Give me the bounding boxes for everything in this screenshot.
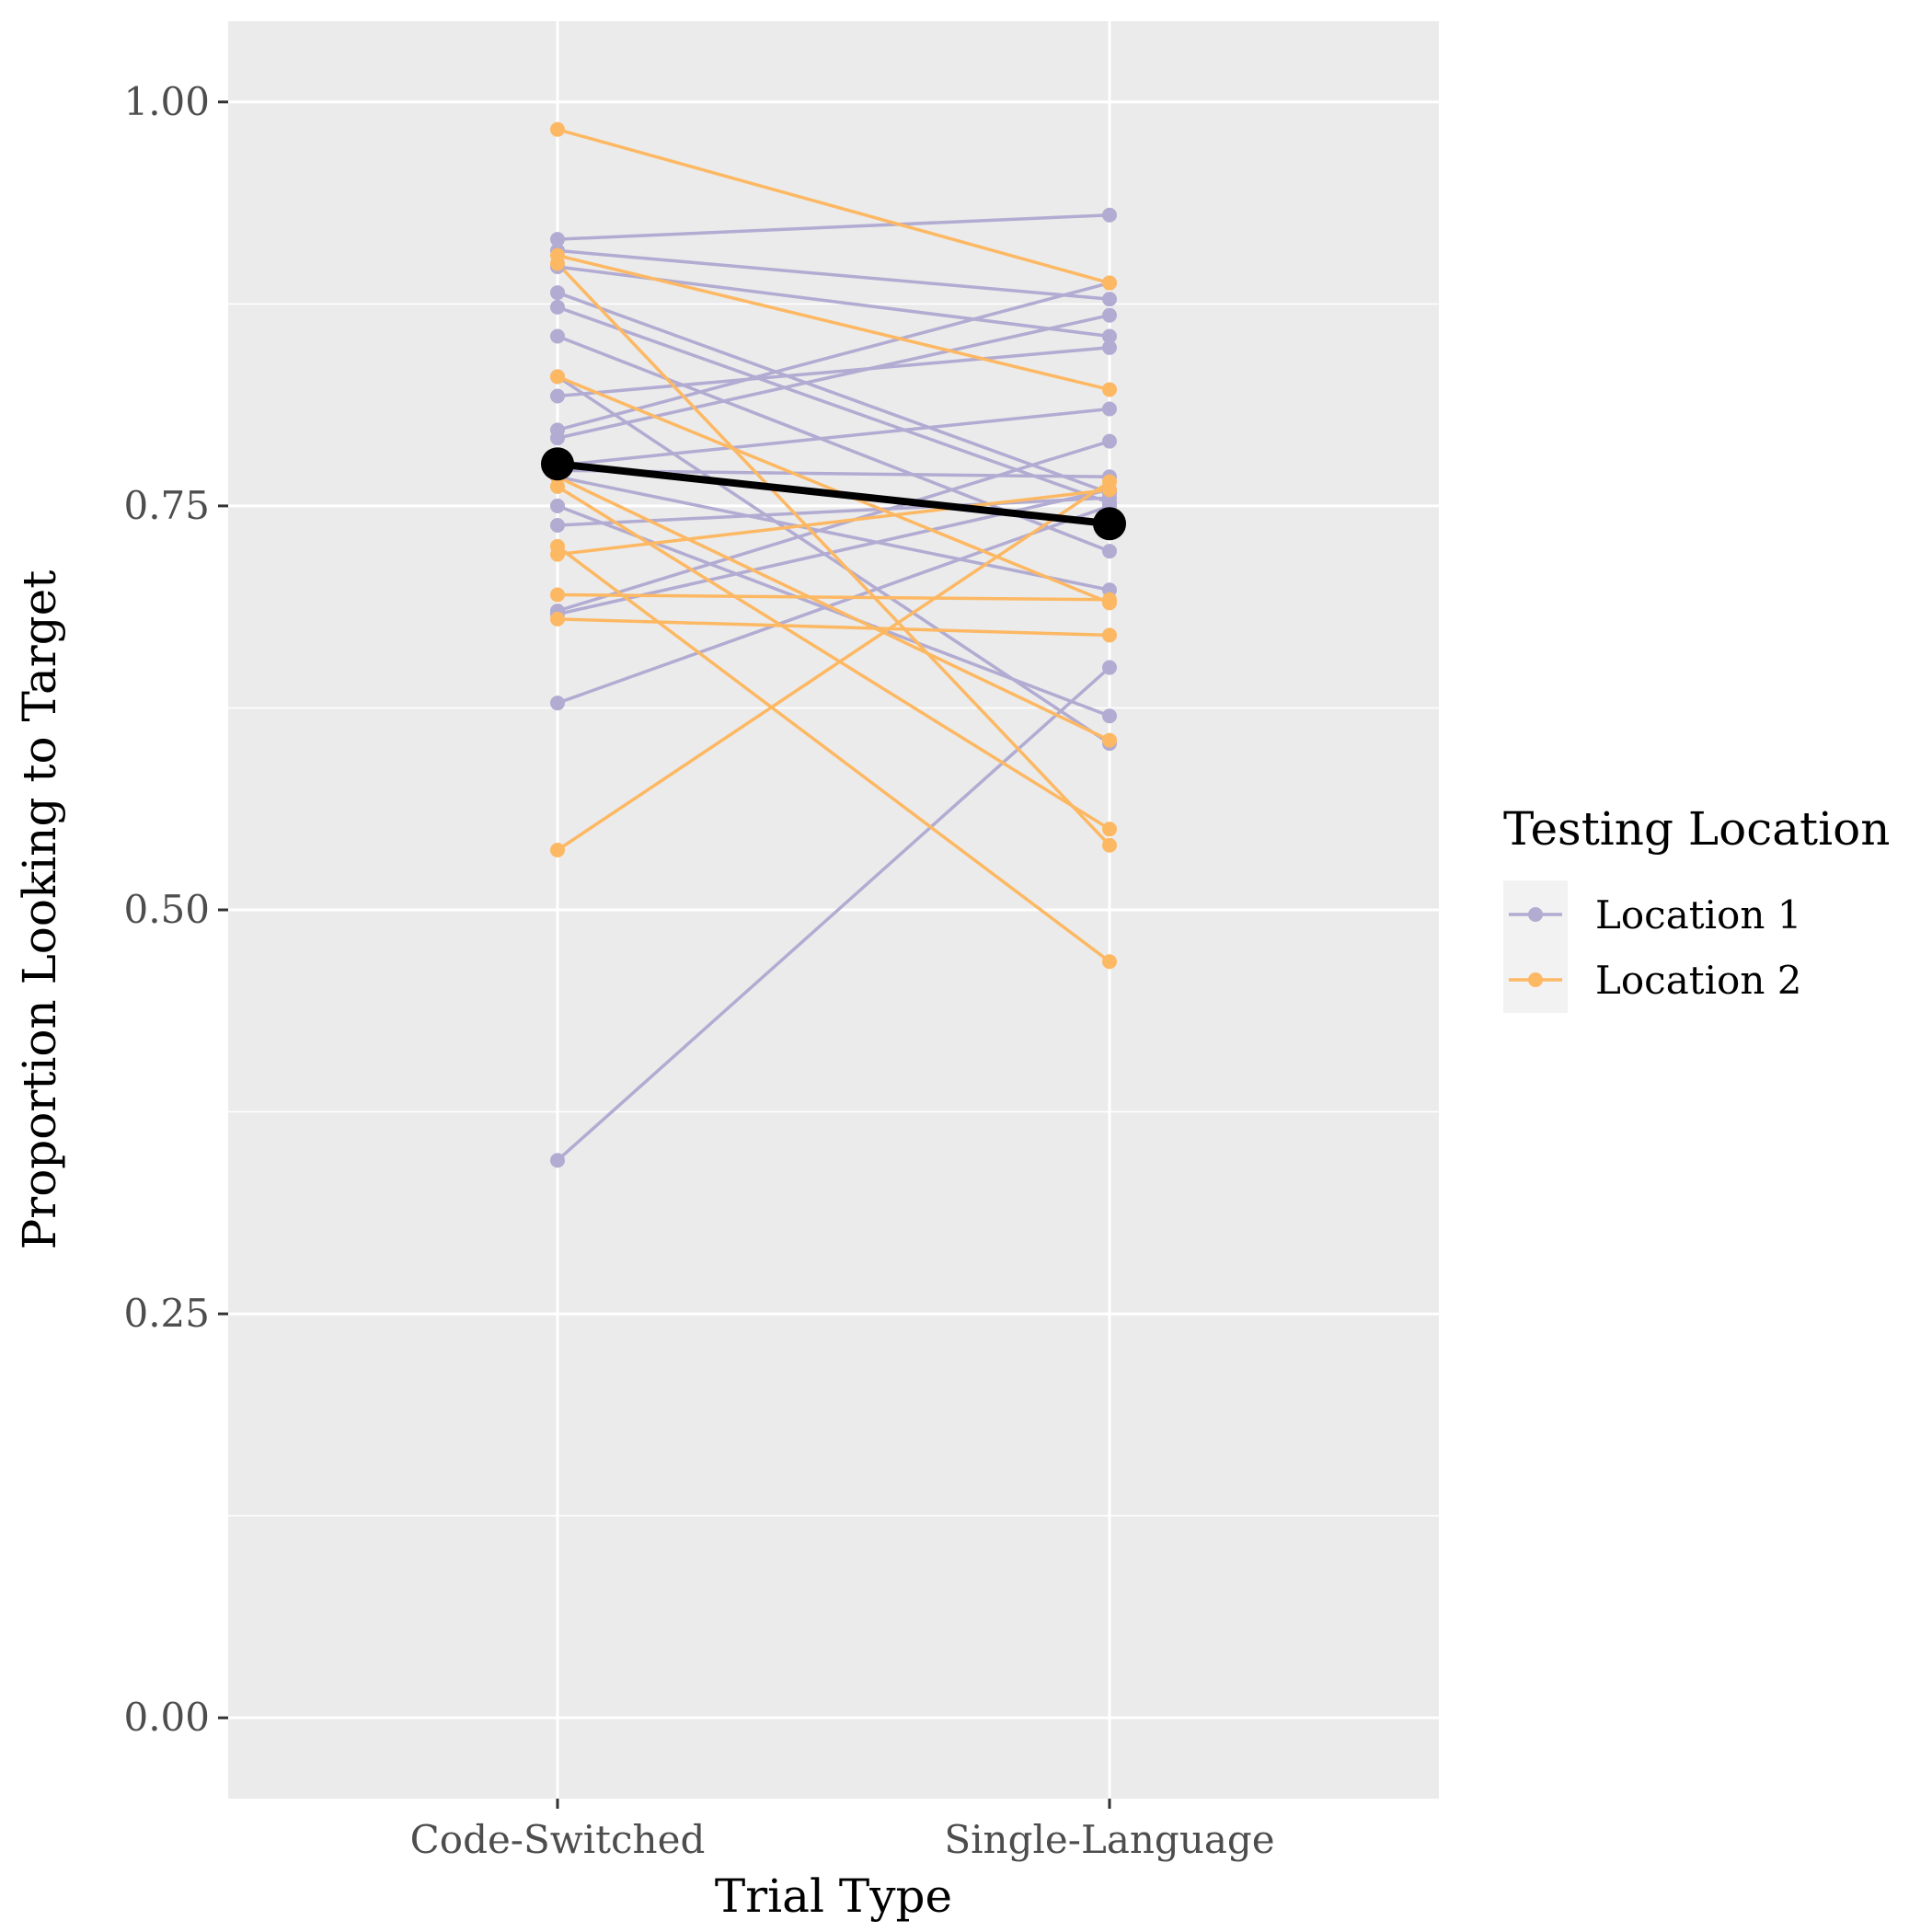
data-point	[550, 587, 565, 603]
data-point	[1102, 544, 1117, 559]
data-point	[550, 546, 565, 562]
y-tick-label: 0.50	[123, 887, 210, 932]
data-point	[550, 285, 565, 301]
legend-key-point-location-2	[1528, 972, 1543, 987]
data-point	[1102, 292, 1117, 307]
data-point	[550, 498, 565, 513]
y-tick-label: 0.00	[123, 1695, 210, 1740]
legend-key-background	[1503, 880, 1568, 1013]
series-line-1	[557, 213, 1110, 241]
data-point	[1102, 822, 1117, 837]
data-point	[550, 843, 565, 858]
data-point	[550, 517, 565, 533]
series-line-28	[557, 592, 1110, 602]
mean-series	[541, 447, 1126, 541]
series-line-24	[557, 475, 1110, 742]
data-point	[1102, 708, 1117, 724]
series-line-4	[557, 291, 1110, 495]
series-line-13	[557, 475, 1110, 592]
axes: 0.00 0.25 0.50 0.75 1.00 Code-Switched Single-…	[123, 79, 1274, 1862]
series-line-2	[557, 248, 1110, 301]
data-point	[550, 478, 565, 494]
series-line-23	[557, 374, 1110, 604]
series-line-18	[557, 504, 1110, 705]
series-line-8	[557, 346, 1110, 398]
data-point	[1102, 275, 1117, 291]
series-line-27	[557, 488, 1110, 557]
series-line-9	[557, 281, 1110, 432]
legend-label-location-2: Location 2	[1595, 958, 1801, 1003]
legend-label-location-1: Location 1	[1595, 892, 1801, 937]
legend-title: Testing Location	[1503, 802, 1890, 856]
x-tick-label: Single-Language	[944, 1817, 1274, 1862]
y-tick-label: 1.00	[123, 79, 210, 124]
y-tick-label: 0.25	[123, 1291, 210, 1336]
series-line-11	[557, 407, 1110, 467]
series-line-30	[557, 480, 1110, 852]
data-point	[1102, 307, 1117, 323]
data-point	[1102, 339, 1117, 355]
series-line-21	[557, 253, 1110, 392]
data-point	[550, 1153, 565, 1168]
data-point	[550, 121, 565, 137]
series-line-16	[557, 439, 1110, 613]
data-point	[1102, 837, 1117, 853]
mean-point	[541, 447, 574, 481]
series-line-20	[557, 127, 1110, 285]
series-line-14	[557, 504, 1110, 718]
data-point	[1102, 954, 1117, 970]
data-point	[1102, 382, 1117, 397]
data-point	[1102, 433, 1117, 449]
data-point	[550, 369, 565, 385]
x-axis-title: Trial Type	[715, 1869, 952, 1923]
data-point	[550, 299, 565, 315]
legend-key-point-location-1	[1528, 907, 1543, 922]
data-point	[550, 232, 565, 247]
data-point	[1102, 401, 1117, 417]
data-point	[1102, 627, 1117, 643]
series-line-10	[557, 313, 1110, 440]
participant-points	[550, 121, 1117, 1168]
series-line-22	[556, 262, 1111, 846]
series-line-26	[556, 545, 1111, 963]
data-point	[1102, 474, 1117, 489]
data-point	[550, 256, 565, 271]
data-point	[1102, 207, 1117, 223]
data-point	[1102, 592, 1117, 607]
mean-point	[1093, 507, 1126, 541]
data-point	[550, 611, 565, 627]
data-point	[550, 696, 565, 711]
x-tick-label: Code-Switched	[410, 1817, 706, 1862]
y-tick-label: 0.75	[123, 483, 210, 528]
legend: Testing Location Location 1 Location 2	[1503, 802, 1890, 1013]
data-point	[1102, 660, 1117, 675]
data-point	[550, 431, 565, 446]
data-point	[1102, 732, 1117, 748]
grid-minor	[228, 303, 1439, 1517]
data-point	[1102, 328, 1117, 344]
data-point	[550, 388, 565, 404]
series-line-29	[557, 617, 1110, 638]
mean-line	[557, 460, 1110, 528]
data-point	[550, 328, 565, 344]
y-axis-title: Proportion Looking to Target	[13, 570, 66, 1250]
